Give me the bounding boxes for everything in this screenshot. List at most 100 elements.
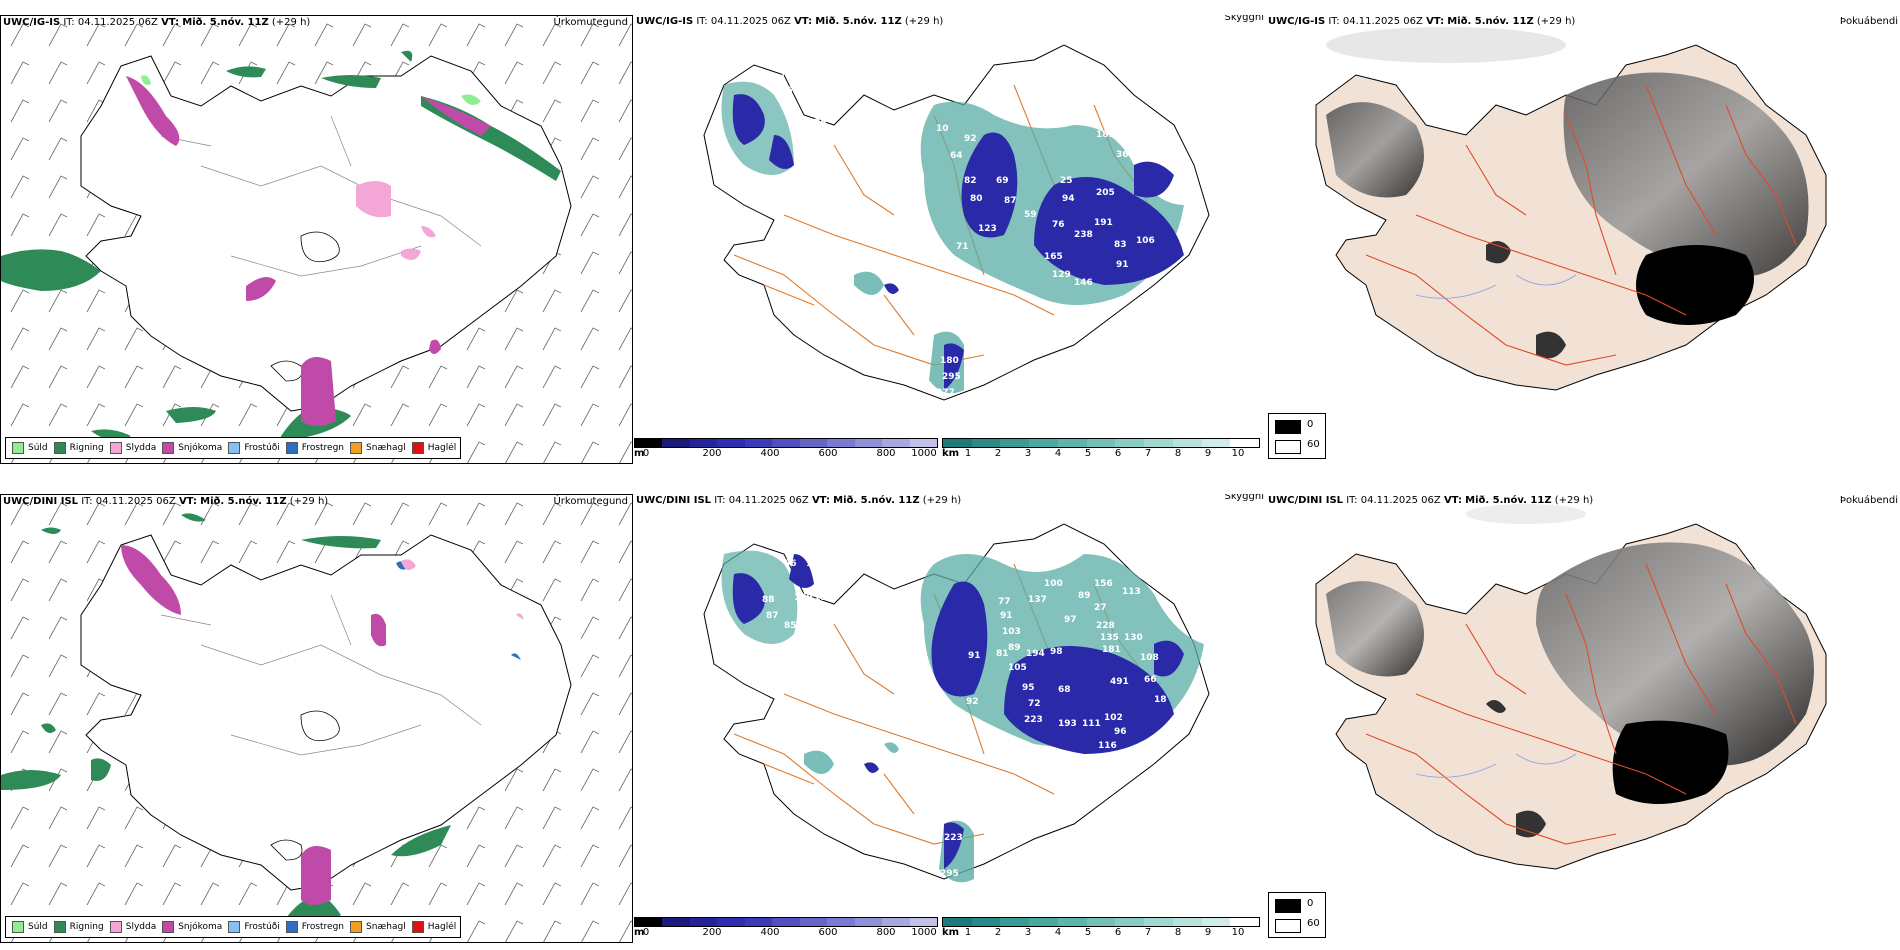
cloudbase-colorbar [634,438,938,448]
svg-text:181: 181 [1096,130,1115,140]
cloudbase-values: 86 103 169 199 88 87 85 79 52 40 156 113… [762,559,1167,879]
svg-text:94: 94 [1062,194,1075,204]
svg-text:76: 76 [1052,220,1065,230]
legend-item-rigning: Rigning [53,921,104,933]
svg-text:87: 87 [766,611,779,621]
panel-header: UWC/DINI ISL IT: 04.11.2025 06Z VT: Mið.… [636,495,962,506]
svg-text:238: 238 [1074,230,1093,240]
svg-text:105: 105 [1008,663,1027,673]
legend-item-sudl: Súld [12,442,48,454]
svg-text:91: 91 [1000,611,1013,621]
cloudbase-unit: m [634,448,645,459]
visibility-ticks: 1 2 3 4 5 6 7 8 9 10 [964,448,1245,459]
svg-text:108: 108 [1140,653,1159,663]
svg-text:211: 211 [1122,118,1141,128]
svg-text:86: 86 [784,559,797,569]
legend-item-haglel: Haglél [411,442,456,454]
visibility-map-top: 78 86 24 25 85 69 87 82 80 64 92 123 71 … [703,44,1210,401]
svg-text:87: 87 [1004,196,1017,206]
precip-type-panel-bottom: UWC/DINI ISL IT: 04.11.2025 06Z VT: Mið.… [0,494,633,943]
svg-text:223: 223 [944,833,963,843]
panel-header: UWC/DINI ISL IT: 04.11.2025 06Z VT: Mið.… [3,496,329,507]
precip-type-legend: Súld Rigning Slydda Snjókoma Frostúði Fr… [5,437,461,459]
svg-text:78: 78 [780,70,793,80]
svg-text:68: 68 [1058,685,1071,695]
legend-item-slydda: Slydda [109,921,156,933]
svg-text:181: 181 [1102,645,1121,655]
svg-text:25: 25 [1060,176,1073,186]
panel-title: Þokuábendi [1839,16,1898,27]
svg-text:137: 137 [1028,595,1047,605]
legend-item-sudl: Súld [12,921,48,933]
svg-text:295: 295 [942,372,961,382]
panel-title: Úrkomutegund [553,17,628,28]
fog-legend-high-label: 0 [1307,419,1314,430]
svg-text:96: 96 [1114,727,1127,737]
fog-legend-low-swatch [1275,440,1301,454]
cloudbase-unit: m [634,927,645,938]
svg-text:106: 106 [1136,236,1155,246]
svg-text:40: 40 [842,691,855,701]
panel-header: UWC/IG-IS IT: 04.11.2025 06Z VT: Mið. 5.… [3,17,311,28]
svg-text:194: 194 [1026,649,1045,659]
svg-text:95: 95 [1022,683,1035,693]
svg-text:228: 228 [1096,621,1115,631]
svg-text:69: 69 [996,176,1009,186]
fog-panel-bottom: UWC/DINI ISL IT: 04.11.2025 06Z VT: Mið.… [1266,494,1900,943]
svg-text:40: 40 [844,707,857,717]
svg-text:113: 113 [1122,587,1141,597]
svg-text:10: 10 [936,124,949,134]
svg-text:72: 72 [1028,699,1041,709]
visibility-map-bottom: 86 103 169 199 88 87 85 79 52 40 156 113… [703,523,1210,883]
panel-title: Úrkomutegund [553,496,628,507]
svg-text:169: 169 [794,593,813,603]
svg-text:24: 24 [794,118,807,128]
visibility-panel-top: 78 86 24 25 85 69 87 82 80 64 92 123 71 … [634,15,1266,464]
svg-text:81: 81 [996,649,1009,659]
svg-text:135: 135 [1100,633,1119,643]
svg-text:129: 129 [1052,270,1071,280]
precip-map-bottom [1,495,632,942]
svg-text:205: 205 [1096,188,1115,198]
svg-text:18: 18 [1154,695,1167,705]
legend-item-frostregn: Frostregn [285,442,344,454]
svg-text:77: 77 [998,597,1011,607]
legend-item-slydda: Slydda [109,442,156,454]
svg-text:367: 367 [1116,150,1135,160]
svg-text:83: 83 [1114,240,1127,250]
visibility-colorbar [942,917,1260,927]
svg-text:103: 103 [806,559,825,569]
fog-legend-low-swatch [1275,919,1301,933]
fog-legend-high-label: 0 [1307,898,1314,909]
svg-text:88: 88 [762,595,775,605]
svg-text:592: 592 [1104,114,1123,124]
precip-type-panel-top: UWC/IG-IS IT: 04.11.2025 06Z VT: Mið. 5.… [0,15,633,464]
panel-header: UWC/IG-IS IT: 04.11.2025 06Z VT: Mið. 5.… [636,16,944,27]
svg-text:92: 92 [966,697,979,707]
visibility-panel-bottom: 86 103 169 199 88 87 85 79 52 40 156 113… [634,494,1266,943]
legend-item-haglel: Haglél [411,921,456,933]
cloudbase-ticks: 0 200 400 600 800 1000 [642,927,937,938]
panel-header: UWC/IG-IS IT: 04.11.2025 06Z VT: Mið. 5.… [1268,16,1576,27]
svg-text:295: 295 [940,869,959,879]
fog-legend-high-swatch [1275,420,1301,434]
svg-text:52: 52 [782,651,795,661]
svg-text:89: 89 [1008,643,1021,653]
svg-text:91: 91 [1116,260,1129,270]
cloudbase-ticks: 0 200 400 600 800 1000 [642,448,937,459]
svg-text:102: 102 [1104,713,1123,723]
panel-header: UWC/DINI ISL IT: 04.11.2025 06Z VT: Mið.… [1268,495,1594,506]
svg-text:64: 64 [950,151,963,161]
fog-legend-high-swatch [1275,899,1301,913]
svg-text:111: 111 [1082,719,1101,729]
svg-text:103: 103 [1002,627,1021,637]
svg-text:85: 85 [794,176,807,186]
svg-text:191: 191 [1094,218,1113,228]
svg-text:199: 199 [814,593,833,603]
svg-text:223: 223 [1024,715,1043,725]
svg-text:100: 100 [1044,579,1063,589]
svg-text:82: 82 [964,176,977,186]
svg-text:146: 146 [1074,278,1093,288]
svg-text:71: 71 [956,242,969,252]
svg-text:85: 85 [784,621,797,631]
